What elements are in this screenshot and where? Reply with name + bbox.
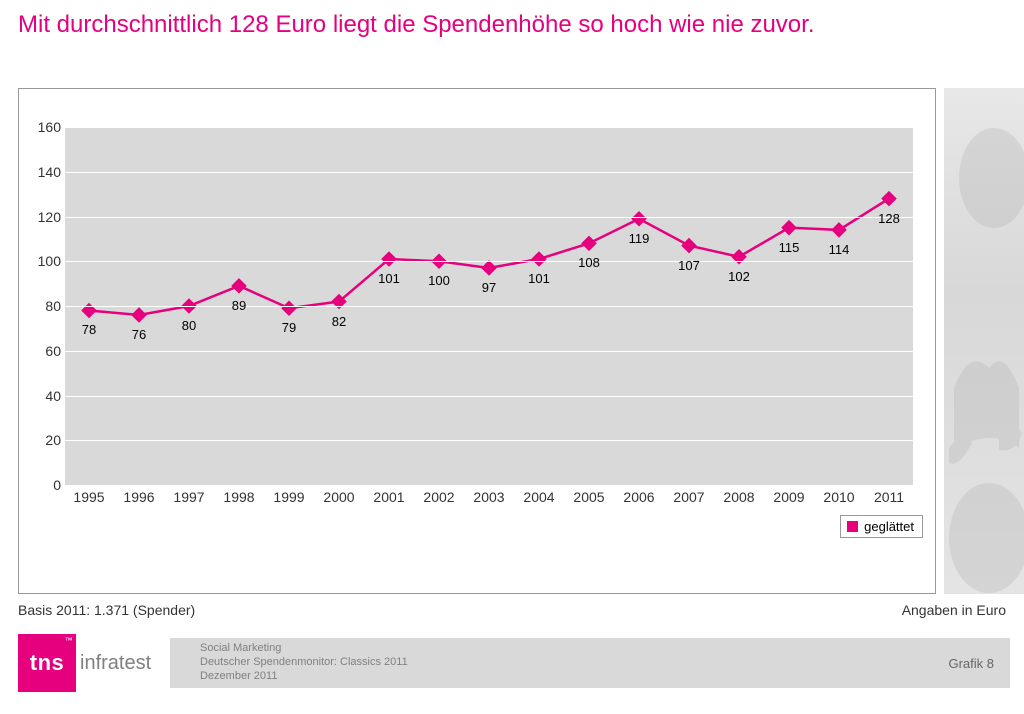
y-tick-label: 160 (29, 119, 61, 135)
data-label: 119 (629, 231, 650, 246)
data-label: 101 (378, 271, 400, 286)
data-label: 128 (878, 211, 900, 226)
y-tick-label: 140 (29, 164, 61, 180)
x-tick-label: 1995 (73, 489, 104, 505)
gridline (65, 351, 913, 352)
legend-label: geglättet (864, 519, 914, 534)
gridline (65, 172, 913, 173)
gridline (65, 306, 913, 307)
data-label: 102 (728, 269, 750, 284)
data-marker-icon (231, 278, 247, 294)
footer-line-2: Deutscher Spendenmonitor: Classics 2011 (200, 656, 408, 670)
basis-row: Basis 2011: 1.371 (Spender) Angaben in E… (18, 602, 1006, 618)
x-tick-label: 2006 (623, 489, 654, 505)
y-tick-label: 100 (29, 253, 61, 269)
gridline (65, 396, 913, 397)
x-tick-label: 1996 (123, 489, 154, 505)
logo-box: tns ™ (18, 634, 76, 692)
data-label: 76 (132, 327, 146, 342)
footer-line-1: Social Marketing (200, 642, 408, 656)
logo-suffix: infratest (80, 652, 151, 675)
footer: tns ™ infratest Social Marketing Deutsch… (0, 632, 1024, 694)
x-tick-label: 2005 (573, 489, 604, 505)
gridline (65, 261, 913, 262)
data-label: 115 (779, 240, 800, 255)
logo-main: tns (30, 650, 65, 676)
data-marker-icon (531, 251, 547, 267)
footer-text: Social Marketing Deutscher Spendenmonito… (200, 642, 408, 683)
footer-bar: Social Marketing Deutscher Spendenmonito… (170, 638, 1010, 688)
brand-logo: tns ™ infratest (18, 632, 151, 694)
side-decoration (944, 88, 1024, 594)
data-marker-icon (831, 222, 847, 238)
data-marker-icon (131, 307, 147, 323)
x-tick-label: 2009 (773, 489, 804, 505)
data-label: 100 (428, 273, 450, 288)
y-tick-label: 20 (29, 432, 61, 448)
data-label: 82 (332, 314, 346, 329)
x-tick-label: 1999 (273, 489, 304, 505)
footer-line-3: Dezember 2011 (200, 670, 408, 684)
data-label: 107 (678, 258, 700, 273)
x-tick-label: 1997 (173, 489, 204, 505)
chart-container: 78 76 80 89 79 82 101 100 97 101 108 119 107 102 115 11… (18, 88, 936, 594)
data-label: 89 (232, 298, 246, 313)
y-tick-label: 60 (29, 343, 61, 359)
x-tick-label: 1998 (223, 489, 254, 505)
basis-left: Basis 2011: 1.371 (Spender) (18, 602, 195, 618)
y-tick-label: 40 (29, 388, 61, 404)
data-marker-icon (631, 211, 647, 227)
y-tick-label: 0 (29, 477, 61, 493)
data-marker-icon (881, 191, 897, 207)
data-marker-icon (681, 238, 697, 254)
x-tick-label: 2001 (373, 489, 404, 505)
data-label: 80 (182, 318, 196, 333)
legend-swatch-icon (847, 521, 858, 532)
x-tick-label: 2003 (473, 489, 504, 505)
y-tick-label: 120 (29, 209, 61, 225)
data-label: 78 (82, 322, 96, 337)
gridline (65, 127, 913, 128)
data-label: 108 (578, 255, 600, 270)
x-tick-label: 2002 (423, 489, 454, 505)
x-tick-label: 2011 (874, 489, 904, 505)
legend: geglättet (840, 515, 923, 538)
data-label: 97 (482, 280, 496, 295)
x-tick-label: 2010 (823, 489, 854, 505)
gridline (65, 440, 913, 441)
x-tick-label: 2000 (323, 489, 354, 505)
x-tick-label: 2004 (523, 489, 554, 505)
data-marker-icon (781, 220, 797, 236)
gridline (65, 217, 913, 218)
data-label: 79 (282, 320, 296, 335)
data-marker-icon (281, 300, 297, 316)
data-label: 101 (528, 271, 550, 286)
basis-right: Angaben in Euro (902, 602, 1006, 618)
plot-area: 78 76 80 89 79 82 101 100 97 101 108 119 107 102 115 11… (65, 127, 913, 485)
y-tick-label: 80 (29, 298, 61, 314)
page-title: Mit durchschnittlich 128 Euro liegt die … (0, 0, 1024, 46)
data-marker-icon (481, 260, 497, 276)
footer-grafik: Grafik 8 (948, 656, 994, 671)
data-label: 114 (829, 242, 850, 257)
x-tick-label: 2007 (673, 489, 704, 505)
data-marker-icon (581, 236, 597, 252)
logo-tm: ™ (65, 636, 74, 645)
x-tick-label: 2008 (723, 489, 754, 505)
